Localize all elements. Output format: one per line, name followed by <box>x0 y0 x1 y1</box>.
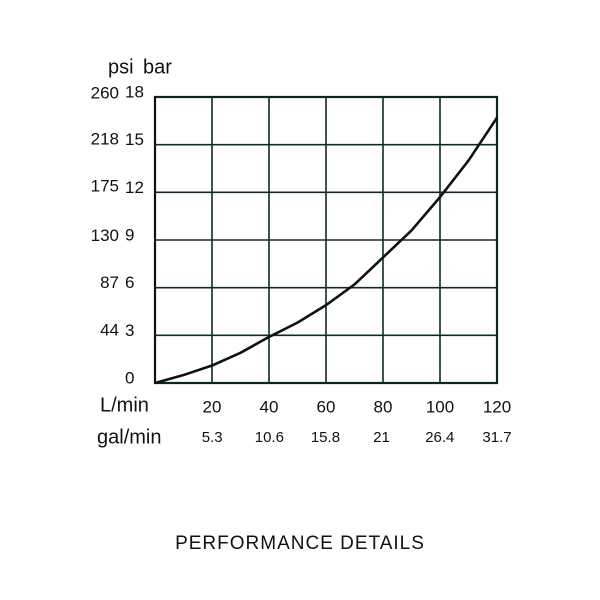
y-tick-label: 3 <box>125 321 134 340</box>
y-tick-label: 0 <box>125 368 134 387</box>
x-tick-label: 100 <box>426 397 454 416</box>
y-tick-label: 15 <box>125 130 144 149</box>
y2-tick-label: 44 <box>100 320 119 339</box>
x2-axis-label: gal/min <box>97 426 161 448</box>
y-axis-label: bar <box>143 56 172 78</box>
y-tick-label: 6 <box>125 273 134 292</box>
y2-tick-label: 130 <box>91 226 119 245</box>
y2-tick-label: 175 <box>91 177 119 196</box>
x2-tick-label: 15.8 <box>311 429 340 446</box>
y-tick-label: 18 <box>125 82 144 101</box>
x2-tick-label: 10.6 <box>255 429 284 446</box>
x2-tick-label: 26.4 <box>425 429 454 446</box>
x2-tick-label: 21 <box>373 429 390 446</box>
x-tick-label: 40 <box>260 397 279 416</box>
x2-tick-label: 31.7 <box>482 429 511 446</box>
y2-tick-label: 218 <box>91 130 119 149</box>
x-tick-label: 20 <box>203 397 222 416</box>
x-tick-label: 80 <box>374 397 393 416</box>
y2-axis-label: psi <box>108 56 134 78</box>
x-axis-label: L/min <box>100 394 149 416</box>
y2-tick-label: 260 <box>91 84 119 103</box>
x-tick-label: 120 <box>483 397 511 416</box>
x-tick-label: 60 <box>317 397 336 416</box>
chart-title: PERFORMANCE DETAILS <box>175 533 425 554</box>
y2-tick-label: 87 <box>100 273 119 292</box>
x2-tick-label: 5.3 <box>202 429 223 446</box>
data-line <box>154 116 499 385</box>
y-tick-label: 12 <box>125 178 144 197</box>
y-tick-label: 9 <box>125 225 134 244</box>
